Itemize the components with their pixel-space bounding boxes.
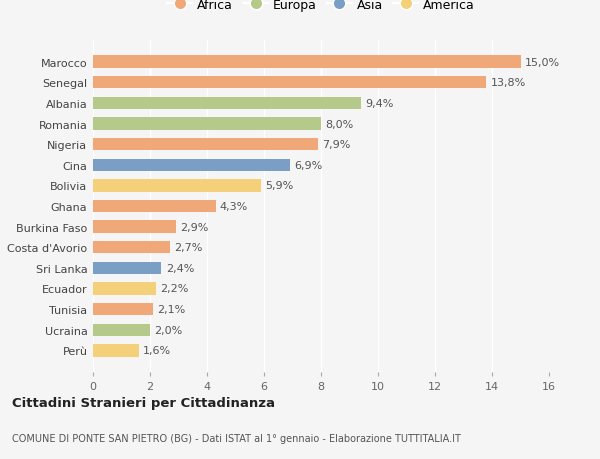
Text: 6,9%: 6,9% xyxy=(294,160,322,170)
Text: 4,3%: 4,3% xyxy=(220,202,248,212)
Bar xyxy=(93,56,521,69)
Text: 2,7%: 2,7% xyxy=(174,243,203,253)
Bar xyxy=(93,159,290,172)
Bar xyxy=(93,139,318,151)
Bar xyxy=(93,77,487,89)
Bar xyxy=(93,324,150,336)
Text: 15,0%: 15,0% xyxy=(525,57,560,67)
Text: 5,9%: 5,9% xyxy=(265,181,293,191)
Text: Cittadini Stranieri per Cittadinanza: Cittadini Stranieri per Cittadinanza xyxy=(12,396,275,409)
Text: 7,9%: 7,9% xyxy=(322,140,351,150)
Text: 1,6%: 1,6% xyxy=(143,346,171,356)
Text: 13,8%: 13,8% xyxy=(491,78,526,88)
Text: 2,1%: 2,1% xyxy=(157,304,185,314)
Text: 9,4%: 9,4% xyxy=(365,99,394,109)
Bar xyxy=(93,283,156,295)
Bar xyxy=(93,241,170,254)
Text: 2,0%: 2,0% xyxy=(154,325,182,335)
Bar xyxy=(93,97,361,110)
Bar xyxy=(93,118,321,130)
Text: 2,9%: 2,9% xyxy=(180,222,208,232)
Text: 8,0%: 8,0% xyxy=(325,119,353,129)
Bar xyxy=(93,303,153,316)
Text: 2,4%: 2,4% xyxy=(166,263,194,273)
Text: COMUNE DI PONTE SAN PIETRO (BG) - Dati ISTAT al 1° gennaio - Elaborazione TUTTIT: COMUNE DI PONTE SAN PIETRO (BG) - Dati I… xyxy=(12,433,461,442)
Bar xyxy=(93,221,176,233)
Bar xyxy=(93,262,161,274)
Bar xyxy=(93,344,139,357)
Legend: Africa, Europa, Asia, America: Africa, Europa, Asia, America xyxy=(164,0,478,14)
Text: 2,2%: 2,2% xyxy=(160,284,188,294)
Bar xyxy=(93,201,215,213)
Bar xyxy=(93,180,261,192)
